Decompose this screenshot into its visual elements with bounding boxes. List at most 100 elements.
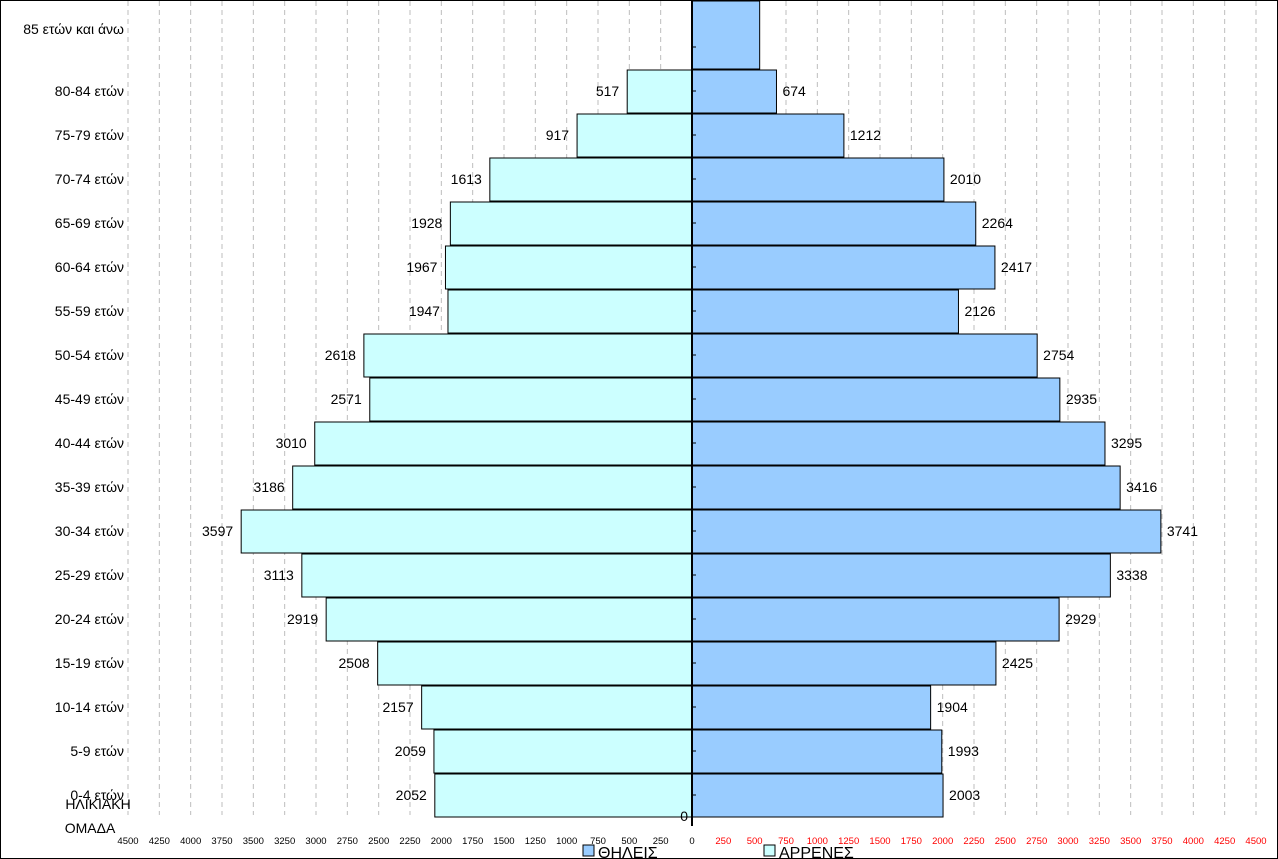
data-label-female: 2618 xyxy=(325,347,356,363)
bar-male xyxy=(691,157,945,202)
category-label: 35-39 ετών xyxy=(55,479,124,495)
x-tick-label: 2500 xyxy=(995,836,1016,847)
bar-female xyxy=(447,289,693,334)
category-label: 0-4 ετών xyxy=(70,787,124,803)
bar-male xyxy=(691,641,997,686)
category-label: 20-24 ετών xyxy=(55,611,124,627)
bar-female xyxy=(421,685,693,730)
data-label-male: 2929 xyxy=(1065,611,1096,627)
data-label-male: 2003 xyxy=(949,787,980,803)
data-label-male: 2126 xyxy=(964,303,995,319)
x-tick-label: 500 xyxy=(747,836,763,847)
bars xyxy=(240,0,1162,818)
x-tick-label: 1750 xyxy=(901,836,922,847)
category-label: 30-34 ετών xyxy=(55,523,124,539)
data-label-female: 1967 xyxy=(406,259,437,275)
data-label-male: 2010 xyxy=(950,171,981,187)
data-label-female: 2059 xyxy=(395,743,426,759)
legend-label-arrenes: ΑΡΡΕΝΕΣ xyxy=(779,845,854,859)
category-label: 65-69 ετών xyxy=(55,215,124,231)
bar-male xyxy=(691,113,845,158)
data-label-female: 2157 xyxy=(382,699,413,715)
x-tick-label: 1000 xyxy=(556,836,577,847)
data-label-female: 2052 xyxy=(396,787,427,803)
x-tick-label: 2250 xyxy=(399,836,420,847)
legend-swatch-thileis xyxy=(582,844,595,857)
x-tick-label: 2250 xyxy=(963,836,984,847)
bar-male xyxy=(691,773,944,818)
x-tick-label: 250 xyxy=(715,836,731,847)
x-tick-label: 1500 xyxy=(493,836,514,847)
bar-female xyxy=(301,553,693,598)
y-axis-title-line-1: ΗΛΙΚΙΑΚΗ xyxy=(65,796,130,812)
data-label-female: 917 xyxy=(546,127,570,143)
data-label-female: 1928 xyxy=(411,215,442,231)
x-tick-label: 750 xyxy=(778,836,794,847)
x-tick-label: 4000 xyxy=(180,836,201,847)
category-label: 10-14 ετών xyxy=(55,699,124,715)
category-label: 60-64 ετών xyxy=(55,259,124,275)
category-label: 50-54 ετών xyxy=(55,347,124,363)
bar-male xyxy=(691,509,1162,554)
x-tick-label: 3250 xyxy=(1089,836,1110,847)
x-tick-label: 2750 xyxy=(1026,836,1047,847)
x-tick-label: 1000 xyxy=(807,836,828,847)
x-tick-label: 2000 xyxy=(932,836,953,847)
data-label-female: 2508 xyxy=(339,655,370,671)
center-axis xyxy=(691,1,696,826)
data-label-female: 3186 xyxy=(254,479,285,495)
x-tick-label: 1500 xyxy=(869,836,890,847)
x-tick-label: 2000 xyxy=(431,836,452,847)
bar-female xyxy=(626,69,693,114)
x-tick-label: 4500 xyxy=(1245,836,1266,847)
x-tick-label: 3250 xyxy=(274,836,295,847)
data-label-male: 2754 xyxy=(1043,347,1074,363)
data-label-female: 1613 xyxy=(451,171,482,187)
bar-male xyxy=(691,289,959,334)
x-tick-label: 2500 xyxy=(368,836,389,847)
x-tick-label: 500 xyxy=(621,836,637,847)
bar-male xyxy=(691,333,1038,378)
x-tick-label: 4250 xyxy=(149,836,170,847)
category-label: 55-59 ετών xyxy=(55,303,124,319)
y-axis-title-line-2: ΟΜΑΔΑ xyxy=(65,820,116,836)
category-label: 75-79 ετών xyxy=(55,127,124,143)
category-label: 80-84 ετών xyxy=(55,83,124,99)
category-label: 45-49 ετών xyxy=(55,391,124,407)
bar-female xyxy=(292,465,693,510)
bar-female xyxy=(363,333,693,378)
category-label: 15-19 ετών xyxy=(55,655,124,671)
bar-female xyxy=(489,157,693,202)
bar-male xyxy=(691,597,1060,642)
category-label: 25-29 ετών xyxy=(55,567,124,583)
bar-female xyxy=(369,377,693,422)
data-label-female: 3113 xyxy=(264,567,294,583)
data-label-female: 2571 xyxy=(331,391,362,407)
data-label-male: 3416 xyxy=(1126,479,1157,495)
x-tick-label: 3000 xyxy=(1057,836,1078,847)
bar-female xyxy=(325,597,693,642)
bar-male xyxy=(691,465,1121,510)
x-tick-label: 4500 xyxy=(117,836,138,847)
data-label-male: 3295 xyxy=(1111,435,1142,451)
bar-male xyxy=(691,377,1061,422)
bar-male xyxy=(691,245,996,290)
bar-male xyxy=(691,0,761,70)
category-label: 5-9 ετών xyxy=(70,743,124,759)
zero-label: 0 xyxy=(680,808,688,824)
data-label-male: 2935 xyxy=(1066,391,1097,407)
bar-female xyxy=(433,729,693,774)
category-label: 85 ετών και άνω xyxy=(23,21,124,37)
data-label-male: 674 xyxy=(782,83,806,99)
bar-female xyxy=(240,509,693,554)
data-label-male: 3741 xyxy=(1167,523,1198,539)
bar-male xyxy=(691,421,1106,466)
data-label-male: 2417 xyxy=(1001,259,1032,275)
data-labels: 517 674 917 1212 1613 2010 1928 2264 1967 2417 194… xyxy=(202,83,1198,803)
x-tick-label: 3000 xyxy=(305,836,326,847)
bar-male xyxy=(691,685,932,730)
x-tick-labels: 4500 4250 4000 3750 3500 3250 3000 2750 2500 2250… xyxy=(117,836,1266,847)
bar-female xyxy=(576,113,693,158)
bar-male xyxy=(691,553,1111,598)
legend-label-thileis: ΘΗΛΕΙΣ xyxy=(598,845,658,859)
